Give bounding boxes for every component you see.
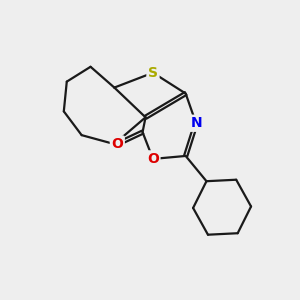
Text: S: S: [148, 66, 158, 80]
Text: N: N: [190, 116, 202, 130]
Text: O: O: [147, 152, 159, 166]
Text: O: O: [111, 137, 123, 151]
